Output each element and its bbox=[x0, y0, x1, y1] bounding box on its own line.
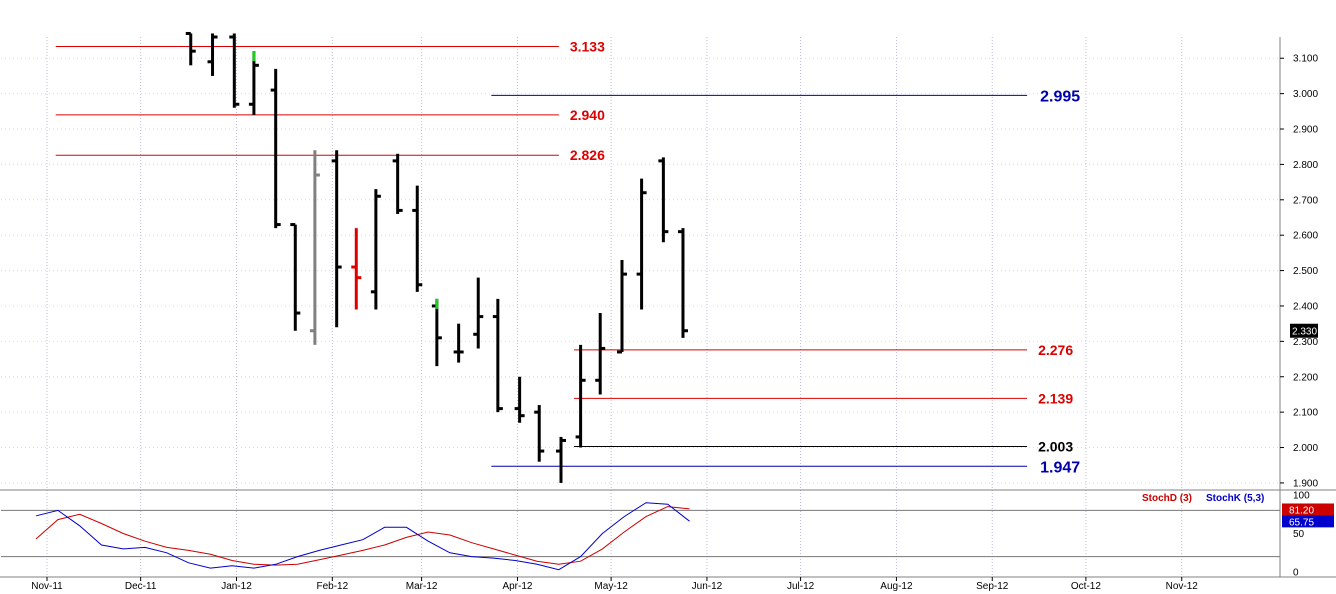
ohlc-bar bbox=[229, 33, 240, 108]
ohlc-bar bbox=[556, 436, 567, 483]
ohlc-bar bbox=[309, 150, 320, 345]
stoch-series-line bbox=[35, 502, 690, 571]
time-axis-label: Mar-12 bbox=[406, 581, 438, 592]
last-price-label: 2.330 bbox=[1292, 327, 1317, 338]
stoch-tick-label: 100 bbox=[1293, 491, 1310, 502]
ohlc-bar bbox=[331, 150, 342, 328]
level-label: 2.940 bbox=[570, 107, 605, 123]
stoch-last-label: 81.20 bbox=[1289, 505, 1314, 516]
time-axis-label: Feb-12 bbox=[316, 581, 348, 592]
ohlc-bar bbox=[370, 189, 381, 310]
stoch-tick-label: 50 bbox=[1293, 529, 1305, 540]
level-label: 2.003 bbox=[1038, 438, 1073, 454]
price-tick-label: 3.000 bbox=[1293, 89, 1318, 100]
brand-label: TradeNavigator.com bbox=[6, 477, 105, 489]
time-axis-label: Nov-12 bbox=[1166, 581, 1199, 592]
price-tick-label: 2.900 bbox=[1293, 125, 1318, 136]
price-tick-label: 2.500 bbox=[1293, 266, 1318, 277]
ohlc-bar bbox=[677, 228, 688, 338]
time-axis-label: Sep-12 bbox=[976, 581, 1009, 592]
ohlc-bar bbox=[534, 405, 545, 462]
price-tick-label: 3.100 bbox=[1293, 54, 1318, 65]
copyright-text: www.TradeNavigator.com © 1999-2012 All r… bbox=[491, 22, 799, 36]
ohlc-bar bbox=[248, 51, 259, 115]
ohlc-bar bbox=[492, 298, 503, 413]
time-axis-label: Oct-12 bbox=[1071, 581, 1101, 592]
level-label: 3.133 bbox=[570, 39, 605, 55]
price-tick-label: 2.200 bbox=[1293, 372, 1318, 383]
time-axis-label: Jul-12 bbox=[787, 581, 815, 592]
ohlc-bar bbox=[514, 376, 525, 423]
time-axis-label: Apr-12 bbox=[502, 581, 532, 592]
ohlc-bar bbox=[270, 68, 281, 229]
stoch-last-box bbox=[1282, 503, 1334, 516]
price-tick-label: 2.300 bbox=[1293, 337, 1318, 348]
ohlc-bar bbox=[595, 313, 606, 395]
time-axis-label: Jan-12 bbox=[221, 581, 252, 592]
stoch-legend-item: StochK (5,3) bbox=[1206, 493, 1264, 504]
price-readout: 06/01/2012 = 2.330 (-0.283) bbox=[1123, 37, 1248, 48]
price-axis-bg bbox=[1280, 37, 1336, 577]
ohlc-bar bbox=[412, 185, 423, 292]
price-tick-label: 1.900 bbox=[1293, 478, 1318, 489]
ohlc-bar bbox=[616, 259, 627, 354]
ohlc-bar bbox=[636, 178, 647, 310]
level-label: 2.139 bbox=[1038, 390, 1073, 406]
stoch-legend-item: StochD (3) bbox=[1142, 493, 1192, 504]
level-label: 2.826 bbox=[570, 147, 605, 163]
price-tick-label: 2.000 bbox=[1293, 443, 1318, 454]
time-axis-label: Jun-12 bbox=[692, 581, 723, 592]
ohlc-bar bbox=[351, 228, 362, 310]
ohlc-bar bbox=[453, 323, 464, 363]
stoch-tick-label: 0 bbox=[1293, 568, 1299, 579]
ohlc-bar bbox=[185, 31, 196, 66]
ohlc-bar bbox=[431, 298, 442, 367]
chart-title: NG2-057: Natural Gas NY (Comb) Cont Liq … bbox=[430, 3, 860, 20]
level-label: 2.995 bbox=[1040, 88, 1080, 105]
price-tick-label: 2.700 bbox=[1293, 195, 1318, 206]
time-axis-label: Nov-11 bbox=[31, 581, 63, 592]
price-tick-label: 2.400 bbox=[1293, 301, 1318, 312]
ohlc-bar bbox=[392, 153, 403, 214]
stoch-series-line bbox=[35, 506, 690, 566]
time-axis-label: Dec-11 bbox=[125, 581, 157, 592]
time-axis-label: Aug-12 bbox=[880, 581, 913, 592]
ohlc-bar bbox=[658, 157, 669, 243]
ohlc-bar bbox=[473, 277, 484, 349]
stoch-last-label: 65.75 bbox=[1289, 517, 1314, 528]
ohlc-bar bbox=[575, 344, 586, 448]
price-tick-label: 2.100 bbox=[1293, 408, 1318, 419]
level-label: 2.276 bbox=[1038, 342, 1073, 358]
price-tick-label: 2.600 bbox=[1293, 231, 1318, 242]
price-tick-label: 2.800 bbox=[1293, 160, 1318, 171]
ohlc-bar bbox=[207, 33, 218, 76]
time-axis-label: May-12 bbox=[594, 581, 628, 592]
stoch-last-box bbox=[1282, 515, 1334, 528]
level-label: 1.947 bbox=[1040, 459, 1080, 476]
ohlc-bar bbox=[290, 223, 301, 331]
last-price-box bbox=[1290, 323, 1318, 338]
